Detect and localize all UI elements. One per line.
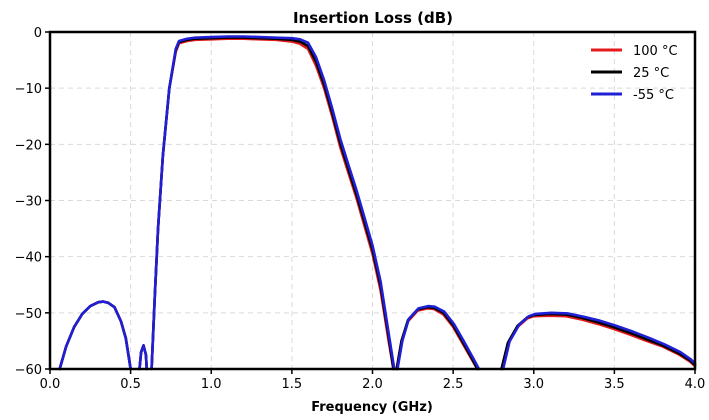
x-tick-label: 1.0: [201, 377, 222, 392]
series-lines: [58, 35, 697, 371]
plot-frame: [48, 30, 697, 371]
x-axis-label: Frequency (GHz): [311, 400, 433, 415]
x-tick-label: 0.5: [120, 377, 141, 392]
x-tick-label: 4.0: [685, 377, 706, 392]
legend-label: 100 °C: [633, 44, 678, 59]
x-tick-label: 3.0: [523, 377, 544, 392]
y-tick-label: −10: [15, 82, 42, 97]
series-line: [396, 304, 481, 371]
x-tick-label: 2.0: [362, 377, 383, 392]
axis-ticks: 0.0 0.5 1.0 1.5 2.0 2.5 3.0 3.5 4.0 0 −10 −20 −30 −40…: [15, 26, 706, 392]
x-tick-label: 0.0: [40, 377, 61, 392]
series-line: [58, 300, 132, 371]
x-tick-label: 1.5: [282, 377, 303, 392]
y-tick-label: −60: [15, 363, 42, 378]
x-tick-label: 2.5: [443, 377, 464, 392]
grid: [50, 32, 695, 369]
y-tick-label: −20: [15, 138, 42, 153]
legend: 100 °C 25 °C -55 °C: [591, 44, 678, 103]
series-line: [395, 305, 479, 371]
y-tick-label: 0: [34, 26, 42, 41]
y-tick-label: −50: [15, 307, 42, 322]
series-line: [150, 35, 396, 371]
y-tick-label: −30: [15, 195, 42, 210]
x-tick-label: 3.5: [604, 377, 625, 392]
chart-title: Insertion Loss (dB): [293, 9, 453, 27]
legend-label: -55 °C: [633, 88, 674, 103]
series-line: [500, 312, 697, 371]
y-tick-label: −40: [15, 251, 42, 266]
series-line: [501, 311, 697, 371]
legend-label: 25 °C: [633, 66, 669, 81]
series-2: [58, 35, 697, 371]
series-line: [138, 344, 149, 371]
